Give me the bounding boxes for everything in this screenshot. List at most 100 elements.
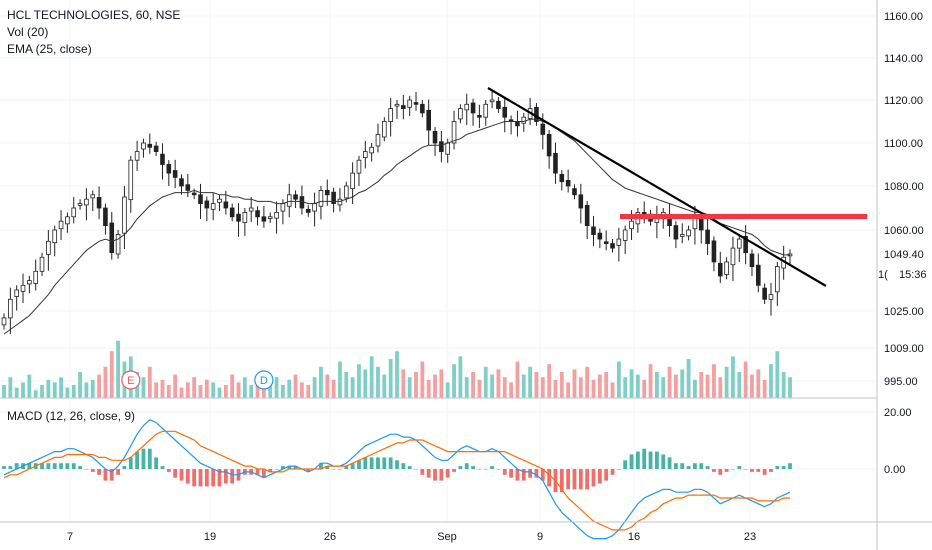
candle-body [420, 103, 425, 114]
macd-hist-bar [325, 466, 330, 469]
macd-hist-bar [464, 463, 469, 469]
volume-legend[interactable]: Vol (20) [7, 25, 49, 39]
macd-histogram [2, 448, 792, 493]
macd-hist-bar [198, 469, 203, 487]
macd-axis[interactable]: 20.00 0.00 [884, 407, 912, 476]
volume-bar [788, 377, 792, 398]
volume-bar [648, 364, 653, 398]
candle-body [616, 238, 622, 246]
macd-hist-bar [2, 466, 6, 469]
macd-tick: 20.00 [884, 407, 912, 419]
candle-body [775, 266, 780, 293]
volume-bar [705, 374, 710, 398]
volume-bar [464, 377, 469, 398]
candle-body [1, 317, 7, 326]
macd-hist-bar [414, 469, 418, 470]
macd-hist-bar [363, 457, 368, 469]
candle-body [286, 194, 292, 207]
volume-bar [597, 374, 602, 398]
time-axis[interactable]: 7 19 26 Sep 9 16 23 [67, 531, 756, 543]
macd-hist-bar [268, 469, 273, 472]
candle-body [8, 298, 13, 319]
macd-hist-bar [71, 463, 76, 469]
macd-hist-bar [629, 454, 634, 469]
candle-body [210, 203, 216, 210]
macd-legend[interactable]: MACD (12, 26, close, 9) [7, 409, 136, 423]
volume-bar [667, 366, 672, 398]
candle-body [458, 108, 463, 120]
candle-body [711, 240, 717, 263]
macd-hist-bar [357, 460, 361, 469]
signal-line [3, 430, 790, 531]
volume-bar [319, 366, 323, 398]
candle-body [768, 294, 774, 300]
macd-hist-bar [769, 469, 773, 472]
candle-body [84, 198, 89, 206]
volume-bar [654, 372, 659, 398]
candle-body [756, 264, 761, 286]
macd-hist-bar [154, 457, 159, 469]
candle-body [318, 189, 324, 207]
macd-hist-bar [382, 457, 387, 469]
time-tick: 16 [628, 531, 640, 543]
volume-bar [635, 374, 640, 398]
volume-bar [325, 374, 330, 398]
candle-body [305, 208, 311, 213]
macd-hist-bar [147, 448, 152, 469]
macd-hist-bar [490, 466, 494, 469]
candle-body [172, 170, 178, 178]
candle-body [413, 102, 419, 105]
macd-hist-bar [737, 466, 742, 469]
candle-body [331, 191, 336, 205]
macd-hist-bar [84, 469, 89, 470]
ema-legend[interactable]: EMA (25, close) [7, 42, 92, 56]
trendline[interactable] [487, 87, 827, 287]
volume-bar [610, 382, 615, 398]
volume-bar [52, 382, 57, 398]
volume-bar [192, 377, 197, 398]
volume-bar [268, 382, 273, 398]
price-tags: 1049.40 1(15:36 [878, 246, 932, 282]
volume-bar [407, 377, 412, 398]
macd-hist-bar [566, 469, 571, 490]
macd-hist-bar [122, 466, 127, 469]
candle-body [515, 121, 520, 127]
volume-bar [249, 385, 254, 398]
price-axis[interactable]: 1160.00 1140.00 1120.00 1100.00 1080.00 1060.… [884, 11, 924, 388]
candle-body [109, 222, 115, 254]
macd-hist-bar [401, 463, 406, 469]
volume-bar [781, 372, 786, 398]
volume-bar [21, 382, 25, 398]
candle-body [686, 229, 691, 237]
candle-body [546, 133, 552, 157]
volume-bar [33, 390, 38, 398]
volume-bar [731, 356, 735, 398]
candle-body [274, 211, 279, 219]
symbol-legend[interactable]: HCL TECHNOLOGIES, 60, NSE [7, 8, 181, 22]
candle-body [762, 287, 767, 300]
macd-hist-bar [128, 457, 133, 469]
macd-hist-bar [496, 469, 501, 470]
candle-body [58, 220, 64, 230]
candle-body [698, 219, 704, 231]
macd-hist-bar [395, 460, 399, 469]
volume-bar [490, 374, 494, 398]
volume-bar [559, 372, 564, 398]
macd-hist-bar [578, 469, 583, 490]
volume-bar [312, 377, 317, 398]
candle-body [736, 238, 742, 249]
volume-bar [281, 385, 285, 398]
macd-hist-bar [46, 463, 51, 469]
candle-body [401, 105, 406, 109]
candle-body [261, 216, 267, 222]
volume-bar [686, 359, 691, 398]
volume-bar [623, 377, 628, 398]
resistance-zone[interactable] [620, 214, 867, 219]
volume-bar [458, 356, 463, 398]
macd-hist-bar [103, 469, 108, 481]
candle-body [559, 173, 565, 183]
price-tick: 1100.00 [884, 138, 923, 150]
candle-body [242, 211, 248, 223]
macd-hist-bar [204, 469, 209, 487]
